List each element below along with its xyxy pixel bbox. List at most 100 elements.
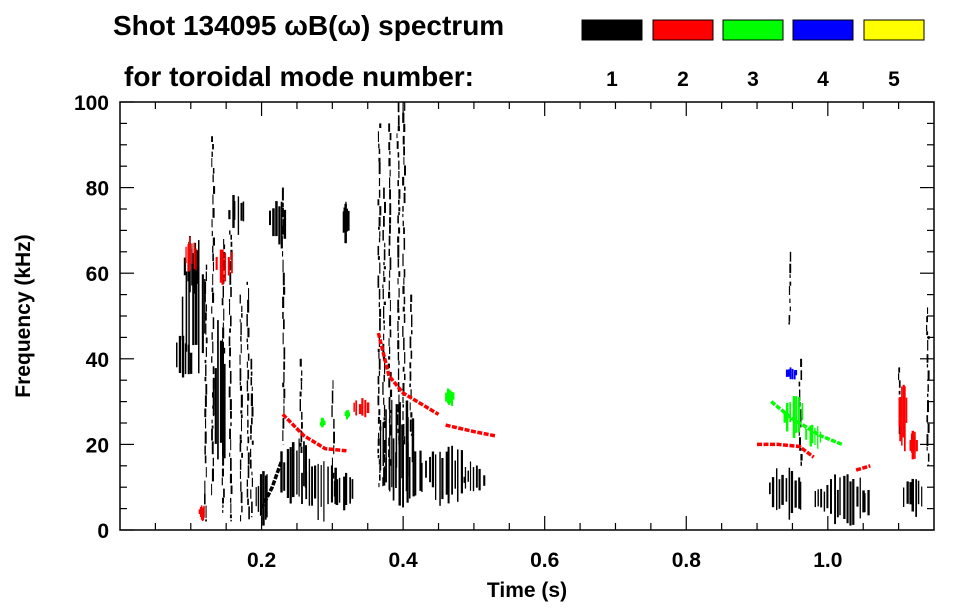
mode-n1-stroke xyxy=(785,478,788,502)
mode-n1-streak-5 xyxy=(246,281,250,520)
mode-n1-streak-seg xyxy=(333,418,335,429)
mode-n1-streak-seg xyxy=(212,366,215,375)
mode-n1-streak-seg xyxy=(377,416,380,424)
mode-n1-streak-seg xyxy=(230,439,232,451)
mode-n1-streak-seg xyxy=(403,146,405,156)
mode-n2-blob-1 xyxy=(198,505,205,521)
mode-n1-streak-seg xyxy=(389,217,392,224)
mode-n1-streak-seg xyxy=(389,346,391,355)
mode-n1-streak-seg xyxy=(212,317,215,329)
mode-n1-streak-seg xyxy=(927,453,930,462)
mode-n1-streak-seg xyxy=(211,428,213,441)
mode-n1-streak-seg xyxy=(211,425,214,429)
mode-n2-stroke xyxy=(224,252,227,282)
mode-n1-streak-seg xyxy=(378,432,380,439)
mode-n2-stroke xyxy=(914,431,916,459)
mode-n1-streak-seg xyxy=(250,377,253,386)
mode-n1-streak-seg xyxy=(383,374,385,382)
mode-n1-streak-seg xyxy=(377,245,380,256)
mode-n1-stroke xyxy=(189,352,193,374)
mode-n1-streak-seg xyxy=(212,253,214,262)
mode-n1-streak-seg xyxy=(230,315,232,327)
mode-n1-streak-seg xyxy=(389,459,392,466)
mode-n1-streak-seg xyxy=(410,294,413,302)
mode-n1-stroke xyxy=(317,463,319,520)
mode-n1-streak-seg xyxy=(377,256,380,260)
spectrum-data xyxy=(176,102,930,526)
mode-n1-streak-seg xyxy=(404,186,406,191)
mode-n1-streak-seg xyxy=(377,375,380,385)
mode-n1-streak-seg xyxy=(239,368,242,381)
mode-n1-streak-seg xyxy=(331,390,334,404)
mode-n1-stroke xyxy=(823,491,826,512)
mode-n1-streak-seg xyxy=(250,489,252,499)
mode-n1-streak-seg xyxy=(204,395,207,407)
mode-n1-streak-seg xyxy=(239,381,241,386)
mode-n1-streak-seg xyxy=(388,418,391,423)
mode-n1-streak-seg xyxy=(378,178,381,187)
mode-n1-streak-seg xyxy=(388,291,391,299)
mode-n1-streak-seg xyxy=(211,356,213,363)
mode-n1-streak-seg xyxy=(378,148,381,154)
mode-n1-streak-seg xyxy=(240,336,242,342)
mode-n1-streak-seg xyxy=(282,332,284,345)
mode-n1-streak-seg xyxy=(789,298,791,303)
mode-n1-stroke xyxy=(421,462,423,492)
mode-n4-stroke xyxy=(795,370,798,376)
mode-n1-stroke xyxy=(338,477,341,503)
x-tick-label: 0.8 xyxy=(672,549,702,572)
mode-n2-stroke xyxy=(904,386,906,452)
mode-n1-stroke xyxy=(198,240,200,374)
mode-n1-streak-seg xyxy=(222,401,225,410)
mode-n1-streak-seg xyxy=(228,360,231,368)
mode-n1-streak-seg xyxy=(300,378,303,382)
mode-n1-streak-seg xyxy=(926,364,929,368)
mode-n1-stroke xyxy=(439,451,441,506)
mode-n1-streak-seg xyxy=(204,480,206,494)
x-tick-label: 0.2 xyxy=(247,549,276,572)
y-tick-label: 40 xyxy=(86,349,109,372)
mode-n1-stroke xyxy=(305,471,308,500)
mode-n1-streak-seg xyxy=(239,319,241,323)
mode-n1-streak-seg xyxy=(927,423,930,433)
mode-n1-streak-seg xyxy=(211,468,214,482)
mode-n1-streak-seg xyxy=(378,482,380,488)
mode-n1-stroke xyxy=(402,440,404,508)
mode-n1-streak-seg xyxy=(378,409,381,416)
mode-n1-streak-seg xyxy=(223,488,225,498)
mode-n1-streak-seg xyxy=(927,393,929,397)
legend-swatch-5 xyxy=(863,19,925,41)
mode-n1-streak-seg xyxy=(247,299,250,313)
mode-n2-stroke xyxy=(909,439,912,451)
mode-n1-stroke xyxy=(412,451,415,497)
mode-n1-streak-seg xyxy=(397,258,400,268)
mode-n1-streak-15 xyxy=(409,294,413,436)
mode-n1-streak-seg xyxy=(222,339,223,346)
mode-n1-stroke xyxy=(826,485,829,509)
mode-n1-streak-seg xyxy=(247,419,249,428)
mode-n1-streak-seg xyxy=(383,270,385,277)
mode-n1-streak-seg xyxy=(230,485,233,494)
chart-title-line1: Shot 134095 ωB(ω) spectrum xyxy=(113,10,504,41)
mode-n1-stroke xyxy=(839,477,841,516)
mode-n1-stroke xyxy=(304,445,307,488)
mode-n1-streak-seg xyxy=(212,273,214,286)
mode-n1-streak-seg xyxy=(397,125,400,132)
mode-n1-streak-seg xyxy=(789,274,791,278)
mode-n3-blob-0 xyxy=(783,396,804,438)
mode-n1-streak-seg xyxy=(247,430,249,434)
mode-n2-blob-3 xyxy=(353,398,370,418)
mode-n1-streak-seg xyxy=(926,331,929,336)
mode-n1-stroke xyxy=(347,210,350,231)
mode-n1-streak-seg xyxy=(377,199,380,206)
mode-n1-streak-seg xyxy=(222,412,224,422)
mode-n1-streak-seg xyxy=(389,257,392,270)
mode-n2-stroke xyxy=(353,402,355,412)
mode-n1-streak-seg xyxy=(205,519,207,522)
legend: 1 2 3 4 5 xyxy=(581,19,925,91)
mode-n2-stroke xyxy=(227,256,230,276)
mode-n1-stroke xyxy=(469,461,472,491)
mode-n1-streak-seg xyxy=(240,414,243,419)
mode-n1-streak-seg xyxy=(927,400,929,413)
mode-n1-stroke xyxy=(431,451,435,488)
